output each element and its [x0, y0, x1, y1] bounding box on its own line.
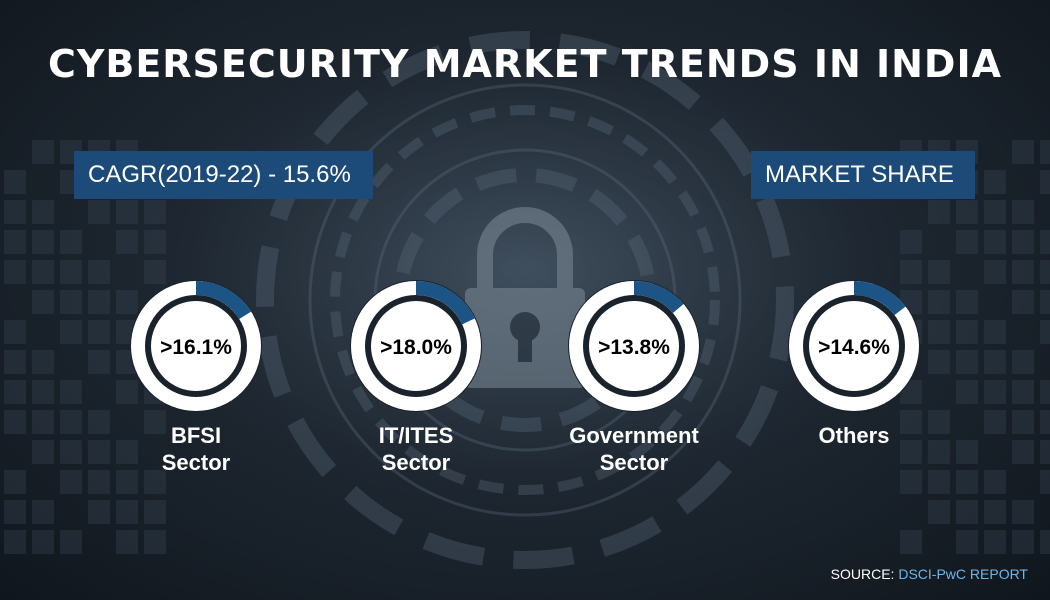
market-share-badge: MARKET SHARE	[751, 151, 975, 199]
ring-value-arc	[351, 281, 481, 411]
value-label: >18.0%	[380, 336, 452, 359]
category-label: Government Sector	[544, 422, 724, 476]
source-name: DSCI-PwC REPORT	[898, 566, 1028, 582]
ring-center	[589, 301, 679, 391]
ring-value-arc	[131, 281, 261, 411]
category-label-line: Sector	[161, 450, 231, 475]
ring-4: >14.6%	[788, 280, 920, 412]
source-prefix: SOURCE:	[830, 566, 895, 582]
ring-3: >13.8%	[568, 280, 700, 412]
category-label-line: Sector	[599, 450, 669, 475]
category-label: IT/ITES Sector	[326, 422, 506, 476]
ring-center	[371, 301, 461, 391]
category-label-line: BFSI	[170, 423, 222, 448]
page-title: CYBERSECURITY MARKET TRENDS IN INDIA	[47, 42, 1003, 86]
ring-2: >18.0%	[350, 280, 482, 412]
padlock-icon	[465, 207, 585, 388]
category-label: BFSI Sector	[106, 422, 286, 476]
category-label-line: IT/ITES	[378, 423, 454, 448]
ring-value-arc	[569, 281, 699, 411]
value-label: >16.1%	[160, 336, 232, 359]
value-label: >14.6%	[818, 336, 890, 359]
ring-1: >16.1%	[130, 280, 262, 412]
category-label-line: Sector	[381, 450, 451, 475]
ring-center	[809, 301, 899, 391]
ring-value-arc	[789, 281, 919, 411]
category-label: Others	[764, 422, 944, 449]
category-label-line: Others	[818, 423, 890, 448]
category-label-line: Government	[569, 423, 699, 448]
value-label: >13.8%	[598, 336, 670, 359]
ring-center	[151, 301, 241, 391]
source-note: SOURCE: DSCI-PwC REPORT	[831, 566, 1028, 582]
cagr-badge: CAGR(2019-22) - 15.6%	[74, 151, 373, 199]
